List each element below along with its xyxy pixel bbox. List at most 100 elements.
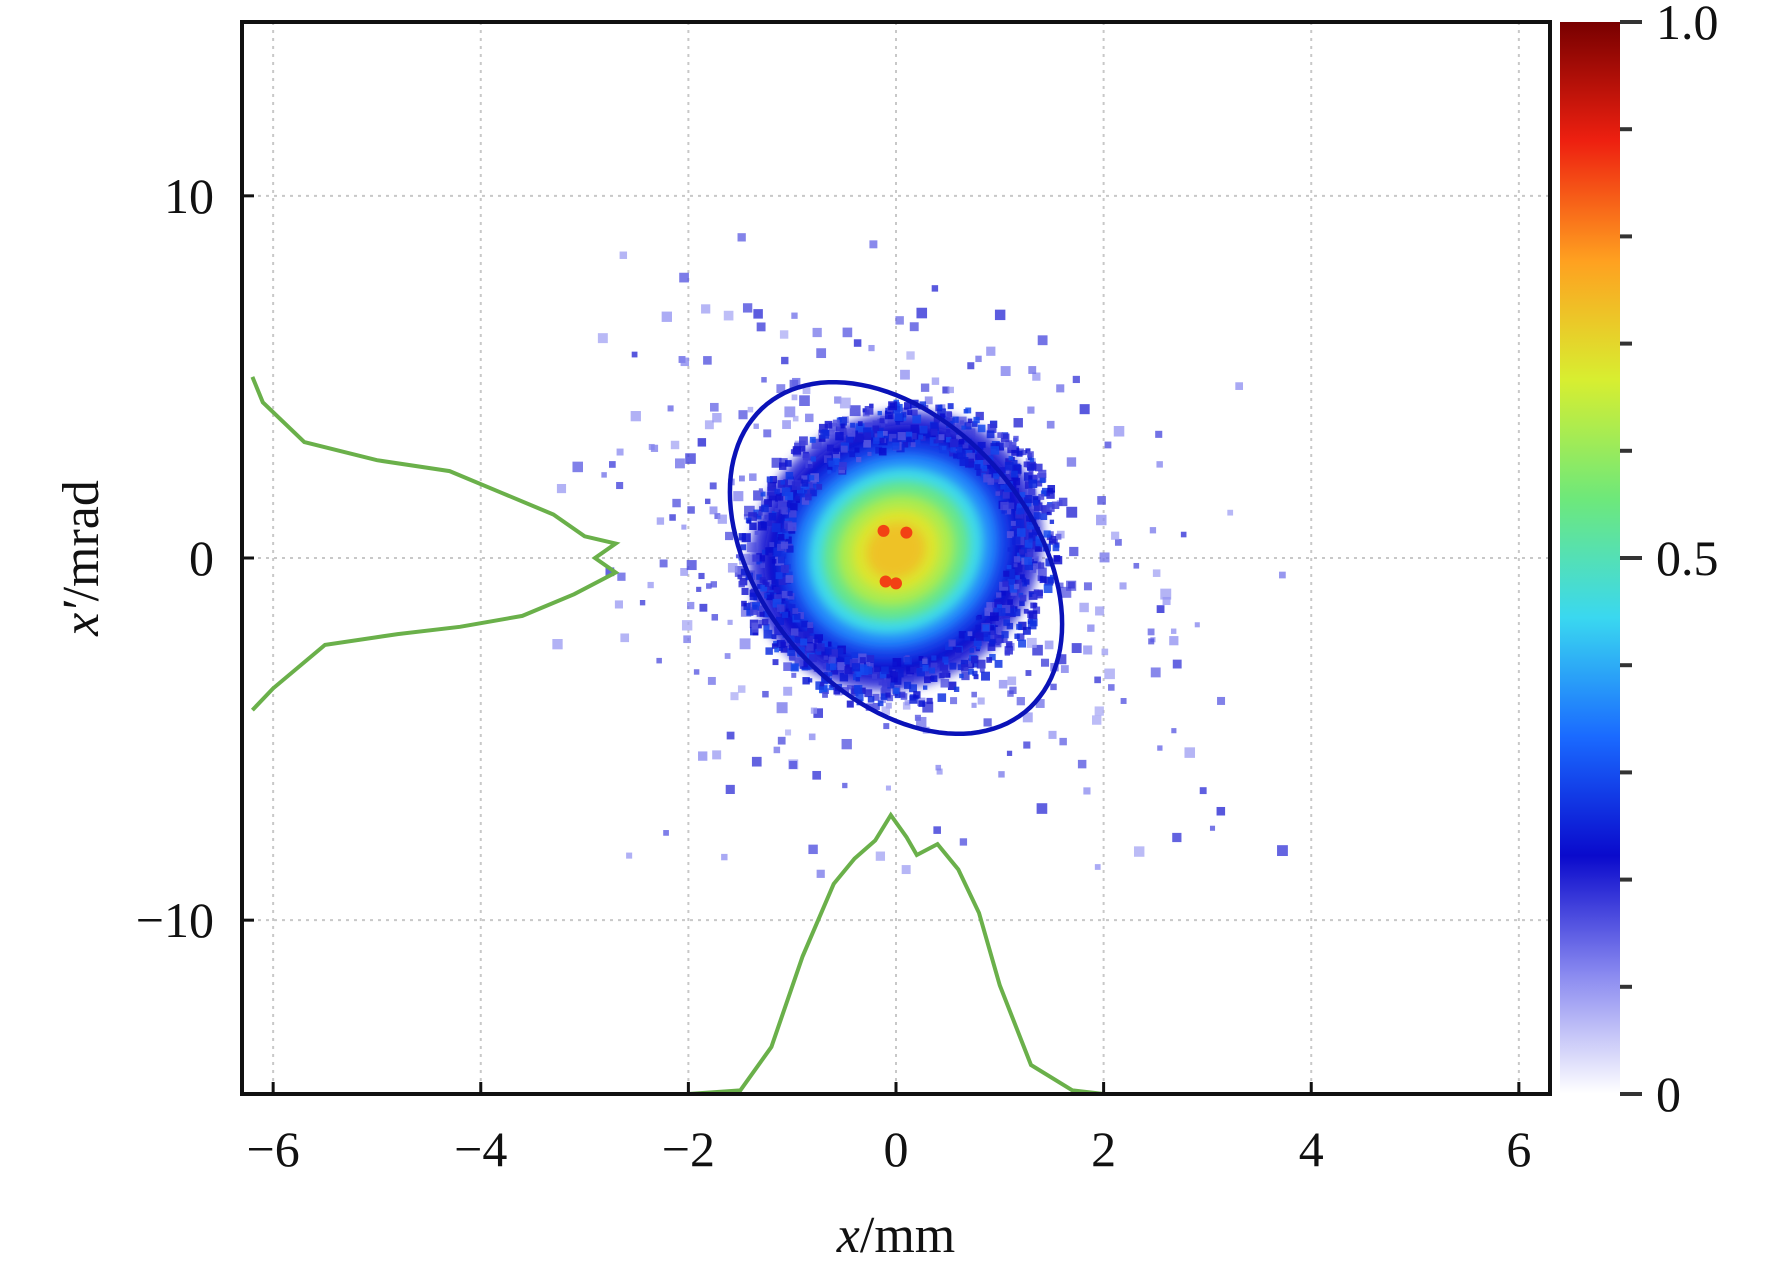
- halo-point: [920, 383, 930, 392]
- core-edge-point: [759, 611, 765, 617]
- core-edge-point: [911, 409, 918, 416]
- core-edge-point: [1019, 491, 1026, 498]
- core-edge-point: [1006, 531, 1014, 539]
- halo-point: [779, 330, 789, 339]
- core-edge-point: [956, 450, 966, 460]
- halo-point: [725, 784, 735, 795]
- core-edge-point: [846, 700, 854, 708]
- halo-point: [1155, 430, 1163, 438]
- halo-point: [744, 505, 755, 517]
- halo-point: [648, 443, 655, 450]
- core-edge-point: [921, 426, 928, 433]
- core-edge-point: [1047, 577, 1055, 584]
- core-edge-point: [792, 446, 802, 455]
- core-edge-point: [1033, 500, 1039, 506]
- halo-point: [1069, 546, 1079, 557]
- core-edge-point: [1036, 480, 1043, 487]
- core-edge-point: [1033, 589, 1043, 599]
- core-edge-point: [894, 692, 901, 699]
- core-edge-point: [879, 437, 885, 443]
- core-edge-point: [973, 674, 979, 680]
- halo-point: [1171, 728, 1177, 734]
- core-edge-point: [855, 693, 864, 702]
- core-edge-point: [1028, 488, 1036, 496]
- halo-point: [959, 838, 968, 846]
- halo-point: [1083, 582, 1092, 591]
- halo-point: [1180, 531, 1187, 538]
- halo-point: [701, 304, 711, 314]
- halo-point: [685, 453, 696, 464]
- halo-point: [1056, 654, 1067, 665]
- core-edge-point: [1027, 451, 1034, 458]
- core-edge-point: [1028, 470, 1034, 476]
- core-edge-point: [892, 658, 902, 667]
- core-edge-point: [976, 451, 985, 460]
- halo-point: [971, 691, 977, 698]
- core-edge-point: [863, 427, 872, 436]
- core-edge-point: [1019, 600, 1025, 607]
- core-edge-point: [959, 420, 964, 425]
- core-edge-point: [837, 662, 846, 671]
- peak-point: [900, 526, 913, 539]
- halo-point: [1025, 670, 1032, 676]
- halo-point: [724, 653, 731, 659]
- halo-point: [1060, 586, 1072, 598]
- halo-point: [1048, 730, 1057, 739]
- halo-point: [1094, 706, 1104, 716]
- core-edge-point: [960, 664, 969, 672]
- halo-point: [672, 498, 681, 508]
- core-edge-point: [740, 568, 748, 576]
- core-edge-point: [774, 647, 779, 653]
- core-edge-point: [772, 659, 779, 666]
- core-edge-point: [764, 592, 770, 599]
- core-edge-point: [955, 646, 962, 653]
- emittance-ellipse: [727, 379, 1065, 737]
- core-edge-point: [798, 445, 806, 452]
- colorbar-tick-label: 0.5: [1656, 530, 1719, 586]
- core-edge-point: [872, 693, 880, 701]
- core-edge-point: [787, 592, 795, 600]
- halo-point: [1199, 787, 1207, 795]
- core-edge-point: [802, 453, 810, 461]
- core-edge-point: [782, 611, 789, 618]
- halo-point: [620, 633, 630, 643]
- core-edge-point: [909, 695, 918, 704]
- x-tick-label: 2: [1091, 1121, 1116, 1177]
- colorbar-tick-label: 0: [1656, 1066, 1681, 1122]
- core-edge-point: [1031, 526, 1040, 535]
- core-edge-point: [1019, 549, 1025, 555]
- peak-point: [890, 577, 902, 590]
- core-edge-point: [1004, 461, 1014, 471]
- core-edge-point: [1024, 495, 1033, 504]
- core-edge-point: [877, 700, 884, 707]
- core-edge-point: [787, 522, 797, 532]
- core-edge-point: [1023, 461, 1030, 468]
- core-edge-point: [864, 432, 872, 440]
- halo-point: [1009, 686, 1017, 694]
- core-edge-point: [758, 619, 764, 626]
- core-edge-point: [752, 554, 760, 562]
- core-edge-point: [916, 668, 926, 677]
- core-edge-point: [763, 624, 770, 631]
- core-edge-point: [765, 647, 773, 655]
- core-edge-point: [781, 495, 788, 502]
- core-edge-point: [1010, 589, 1017, 596]
- halo-point: [791, 312, 798, 319]
- core-edge-point: [818, 423, 828, 433]
- halo-point: [782, 420, 791, 429]
- core-edge-point: [965, 458, 974, 468]
- halo-point: [1172, 832, 1182, 843]
- core-edge-point: [1026, 515, 1033, 522]
- colorbar: [1560, 22, 1620, 1094]
- core-edge-point: [785, 575, 794, 583]
- halo-point: [1216, 806, 1226, 816]
- halo-point: [1027, 406, 1035, 414]
- core-edge-point: [800, 638, 808, 646]
- core-edge-point: [859, 687, 866, 695]
- core-edge-point: [990, 638, 996, 645]
- core-edge-point: [1001, 631, 1009, 639]
- halo-point: [1113, 425, 1125, 437]
- core-edge-point: [950, 447, 956, 453]
- halo-point: [1160, 588, 1172, 600]
- core-edge-point: [931, 655, 937, 661]
